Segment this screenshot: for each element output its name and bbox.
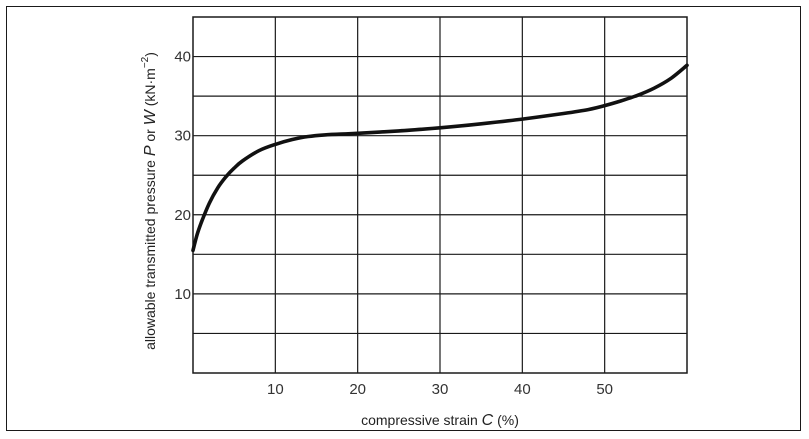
x-axis-label: compressive strain C (%) bbox=[361, 412, 519, 429]
x-axis-label-text: compressive strain bbox=[361, 412, 482, 428]
y-tick-label: 10 bbox=[174, 286, 191, 303]
y-axis-label-or: or bbox=[142, 125, 158, 145]
tick-layer: 10 20 30 40 50 10 20 30 40 bbox=[174, 49, 613, 398]
x-axis-unit: (%) bbox=[493, 412, 519, 428]
y-axis-unit: (kN·m bbox=[142, 68, 158, 110]
y-axis-unit-exponent: −2 bbox=[140, 56, 151, 68]
series-layer bbox=[191, 63, 689, 253]
x-tick-label: 20 bbox=[349, 381, 366, 398]
y-tick-label: 30 bbox=[174, 128, 191, 145]
x-axis-symbol: C bbox=[482, 412, 494, 429]
y-axis-symbol-p: P bbox=[142, 145, 159, 156]
x-tick-label: 30 bbox=[432, 381, 449, 398]
series-line bbox=[191, 63, 689, 253]
x-tick-label: 40 bbox=[514, 381, 531, 398]
y-tick-label: 20 bbox=[174, 207, 191, 224]
y-axis-label-text: allowable transmitted pressure bbox=[142, 156, 158, 350]
x-tick-label: 10 bbox=[267, 381, 284, 398]
y-axis-unit-close: ) bbox=[142, 52, 158, 57]
grid-layer bbox=[193, 17, 687, 373]
x-tick-label: 50 bbox=[596, 381, 613, 398]
y-axis-label: allowable transmitted pressure P or W (k… bbox=[140, 52, 159, 350]
plot-border bbox=[192, 16, 688, 374]
figure-frame bbox=[6, 6, 801, 431]
y-tick-label: 40 bbox=[174, 49, 191, 66]
y-axis-symbol-w: W bbox=[142, 108, 159, 125]
